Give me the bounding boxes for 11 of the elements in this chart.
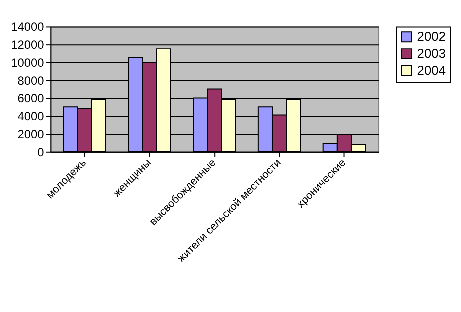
y-tick-label: 0 xyxy=(38,145,45,160)
y-tick-label: 2000 xyxy=(18,127,45,142)
y-tick-label: 8000 xyxy=(18,74,45,88)
y-tick-label: 6000 xyxy=(18,92,45,106)
legend-label: 2004 xyxy=(417,62,446,78)
y-tick-label: 14000 xyxy=(11,20,45,34)
y-tick-label: 12000 xyxy=(11,38,45,52)
y-tick-label: 10000 xyxy=(11,56,45,70)
legend-label: 2003 xyxy=(417,46,446,61)
legend-label: 2002 xyxy=(417,29,446,44)
y-tick-label: 4000 xyxy=(18,110,45,124)
